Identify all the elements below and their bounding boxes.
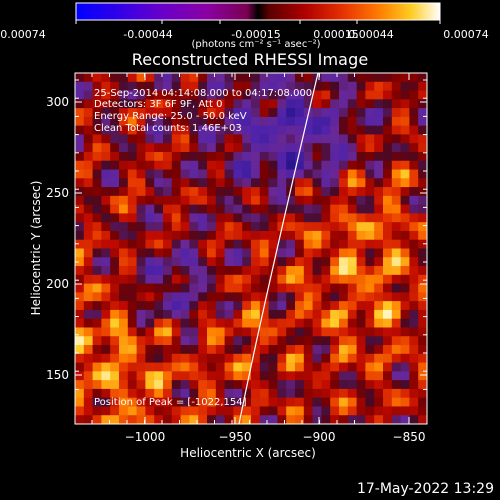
detectors-info: Detectors: 3F 6F 9F, Att 0 [94, 99, 223, 110]
axis-ticks [75, 73, 427, 424]
render-timestamp: 17-May-2022 13:29 [356, 481, 494, 497]
colorbar-frame [75, 2, 441, 21]
colorbar-tick-label: -0.00015 [231, 28, 281, 41]
plot-frame [74, 72, 428, 425]
x-tick-label: −1000 [124, 430, 166, 444]
y-tick-label: 300 [46, 95, 69, 109]
y-tick-label: 150 [46, 368, 69, 382]
x-tick-label: −850 [392, 430, 426, 444]
y-axis-title: Heliocentric Y (arcsec) [29, 180, 43, 316]
colorbar-ticks [75, 20, 441, 24]
rhessi-image-raster [75, 73, 427, 424]
colorbar-tick-label: -0.00044 [123, 28, 173, 41]
energy-range-info: Energy Range: 25.0 - 50.0 keV [94, 111, 247, 122]
y-tick-label: 250 [46, 186, 69, 200]
x-tick-label: −950 [218, 430, 252, 444]
x-axis-title: Heliocentric X (arcsec) [180, 446, 316, 460]
colorbar-tick-label: 0.00074 [443, 28, 489, 41]
x-tick-label: −900 [302, 430, 336, 444]
colorbar-tick-label: -0.00074 [0, 28, 46, 41]
solar-limb-line [238, 73, 319, 424]
peak-position-label: Position of Peak = [-1022,154] [94, 397, 247, 408]
plot-title: Reconstructed RHESSI Image [131, 50, 369, 69]
observation-time-range: 25-Sep-2014 04:14:08.000 to 04:17:08.000 [94, 88, 313, 99]
colorbar-gradient [76, 3, 440, 20]
colorbar-unit-label: (photons cm⁻² s⁻¹ asec⁻²) [191, 39, 321, 50]
colorbar-tick-label: 0.00015 [313, 28, 359, 41]
algorithm-counts-info: Clean Total counts: 1.46E+03 [94, 123, 242, 134]
colorbar-tick-label: 0.00044 [348, 28, 394, 41]
y-tick-label: 200 [46, 277, 69, 291]
